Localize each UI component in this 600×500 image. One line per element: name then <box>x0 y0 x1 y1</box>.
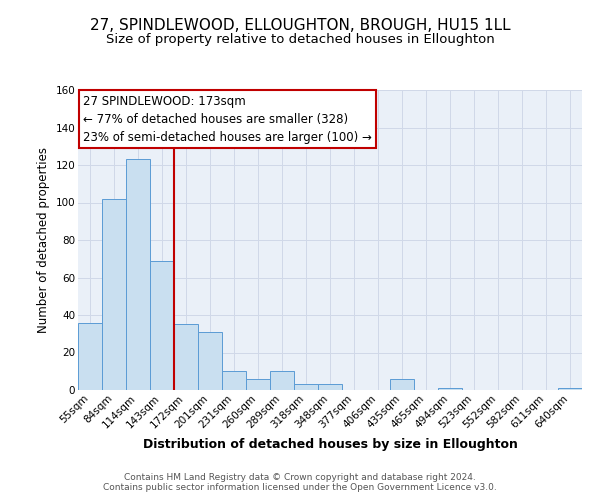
Bar <box>270 371 294 390</box>
Text: Contains HM Land Registry data © Crown copyright and database right 2024.
Contai: Contains HM Land Registry data © Crown c… <box>103 473 497 492</box>
Bar <box>78 322 102 390</box>
Text: 27, SPINDLEWOOD, ELLOUGHTON, BROUGH, HU15 1LL: 27, SPINDLEWOOD, ELLOUGHTON, BROUGH, HU1… <box>89 18 511 32</box>
Text: 27 SPINDLEWOOD: 173sqm
← 77% of detached houses are smaller (328)
23% of semi-de: 27 SPINDLEWOOD: 173sqm ← 77% of detached… <box>83 94 372 144</box>
Bar <box>126 160 150 390</box>
X-axis label: Distribution of detached houses by size in Elloughton: Distribution of detached houses by size … <box>143 438 517 451</box>
Bar <box>174 324 198 390</box>
Bar <box>294 384 318 390</box>
Text: Size of property relative to detached houses in Elloughton: Size of property relative to detached ho… <box>106 32 494 46</box>
Bar <box>150 260 174 390</box>
Bar <box>198 332 222 390</box>
Bar <box>390 379 414 390</box>
Y-axis label: Number of detached properties: Number of detached properties <box>37 147 50 333</box>
Bar <box>318 384 342 390</box>
Bar <box>558 388 582 390</box>
Bar <box>438 388 462 390</box>
Bar <box>222 371 246 390</box>
Bar <box>102 198 126 390</box>
Bar <box>246 379 270 390</box>
